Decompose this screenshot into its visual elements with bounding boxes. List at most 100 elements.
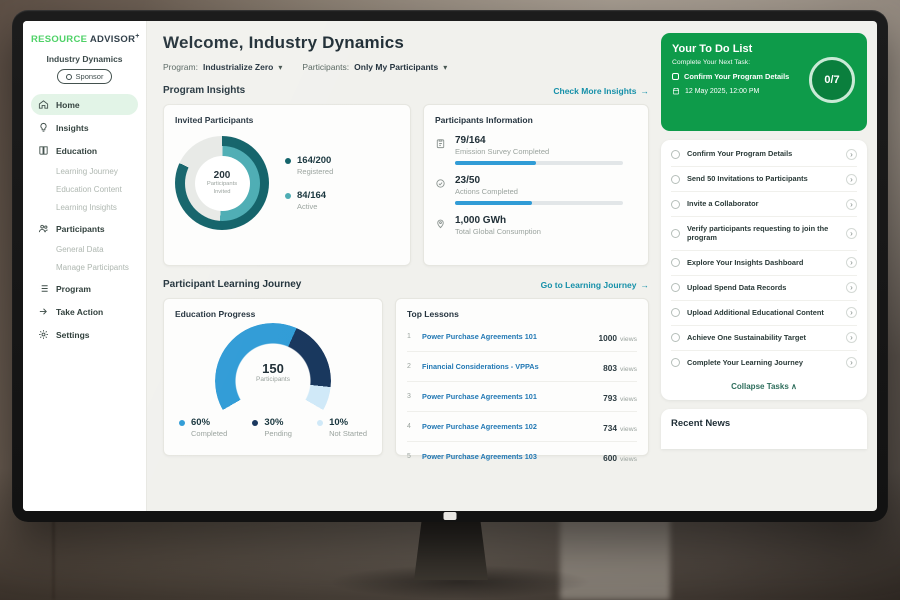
participants-select[interactable]: Participants: Only My Participants ▾ (302, 62, 447, 72)
sidebar-item-program[interactable]: Program (31, 278, 138, 299)
checkbox-icon[interactable] (671, 358, 680, 367)
clipboard-icon (435, 136, 447, 165)
sidebar-item-home[interactable]: Home (31, 94, 138, 115)
legend-item-not-started: 10% Not Started (317, 417, 367, 438)
logo-plus: + (135, 33, 139, 40)
chevron-right-icon[interactable]: › (846, 199, 857, 210)
todo-column: Your To Do List Complete Your Next Task:… (661, 21, 877, 511)
task-label: Verify participants requesting to join t… (687, 224, 839, 244)
task-row[interactable]: Send 50 Invitations to Participants › (671, 167, 857, 192)
filter-bar: Program: Industrialize Zero ▾ Participan… (163, 62, 649, 72)
task-row[interactable]: Achieve One Sustainability Target › (671, 326, 857, 351)
checkbox-icon[interactable] (671, 308, 680, 317)
collapse-tasks-link[interactable]: Collapse Tasks ∧ (671, 375, 857, 396)
invited-donut-chart: 200 Participants Invited (175, 136, 269, 230)
lesson-link[interactable]: Power Purchase Agreements 101 (422, 392, 596, 401)
chevron-right-icon[interactable]: › (846, 307, 857, 318)
lesson-link[interactable]: Power Purchase Agreements 101 (422, 332, 592, 341)
stat-value: 79/164 (455, 135, 637, 146)
chevron-right-icon[interactable]: › (846, 282, 857, 293)
program-select[interactable]: Program: Industrialize Zero ▾ (163, 62, 282, 72)
lesson-row: 4 Power Purchase Agreements 102 734views (407, 412, 637, 442)
todo-progress-ring: 0/7 (809, 57, 855, 103)
lesson-rank: 3 (407, 393, 415, 400)
sidebar-item-learning-insights[interactable]: Learning Insights (31, 199, 138, 216)
top-lessons-card: Top Lessons 1 Power Purchase Agreements … (395, 298, 649, 456)
lesson-views-unit: views (620, 456, 637, 463)
task-row[interactable]: Upload Spend Data Records › (671, 276, 857, 301)
legend-label: Pending (264, 429, 292, 438)
sidebar-item-learning-journey[interactable]: Learning Journey (31, 163, 138, 180)
chevron-right-icon[interactable]: › (846, 257, 857, 268)
task-label: Send 50 Invitations to Participants (687, 174, 839, 184)
task-row[interactable]: Explore Your Insights Dashboard › (671, 251, 857, 276)
link-label: Go to Learning Journey (541, 280, 637, 290)
sidebar-item-label: Settings (56, 330, 90, 340)
checkbox-icon[interactable] (671, 175, 680, 184)
legend-dot (285, 158, 291, 164)
logo-secondary: ADVISOR (90, 34, 135, 45)
sidebar-item-insights[interactable]: Insights (31, 117, 138, 138)
stat-value: 1,000 GWh (455, 215, 637, 226)
sidebar-item-label: Participants (56, 224, 105, 234)
checkbox-icon[interactable] (671, 333, 680, 342)
lesson-views: 803 (603, 363, 617, 373)
lesson-views: 1000 (599, 333, 617, 343)
stat-label: Total Global Consumption (455, 227, 637, 236)
lesson-views: 734 (603, 423, 617, 433)
sidebar-item-education[interactable]: Education (31, 140, 138, 161)
sidebar-item-label: Insights (56, 123, 89, 133)
legend-item-completed: 60% Completed (179, 417, 227, 438)
chevron-right-icon[interactable]: › (846, 174, 857, 185)
participants-value: Only My Participants (354, 62, 438, 72)
go-to-learning-journey-link[interactable]: Go to Learning Journey → (541, 280, 649, 290)
sidebar-item-manage-participants[interactable]: Manage Participants (31, 259, 138, 276)
task-row[interactable]: Complete Your Learning Journey › (671, 351, 857, 375)
task-row[interactable]: Confirm Your Program Details › (671, 142, 857, 167)
task-row[interactable]: Verify participants requesting to join t… (671, 217, 857, 251)
logo-primary: RESOURCE (31, 34, 87, 45)
sidebar-item-participants[interactable]: Participants (31, 218, 138, 239)
task-row[interactable]: Invite a Collaborator › (671, 192, 857, 217)
task-label: Achieve One Sustainability Target (687, 333, 839, 343)
todo-title: Your To Do List (672, 43, 856, 55)
main-content: Welcome, Industry Dynamics Program: Indu… (147, 21, 661, 511)
gear-icon (38, 329, 49, 340)
chevron-right-icon[interactable]: › (846, 149, 857, 160)
task-label: Upload Additional Educational Content (687, 308, 839, 318)
checkbox-icon[interactable] (672, 73, 679, 80)
chevron-right-icon[interactable]: › (846, 357, 857, 368)
chevron-up-icon: ∧ (791, 382, 797, 391)
section-title-program-insights: Program Insights (163, 85, 245, 96)
lesson-link[interactable]: Financial Considerations - VPPAs (422, 362, 596, 371)
progress-bar (455, 201, 623, 205)
lesson-link[interactable]: Power Purchase Agreements 102 (422, 422, 596, 431)
chevron-right-icon[interactable]: › (846, 332, 857, 343)
checkbox-icon[interactable] (671, 258, 680, 267)
lesson-rank: 1 (407, 333, 415, 340)
sidebar-item-settings[interactable]: Settings (31, 324, 138, 345)
chevron-down-icon: ▾ (278, 63, 282, 72)
lesson-row: 1 Power Purchase Agreements 101 1000view… (407, 322, 637, 352)
sidebar-item-education-content[interactable]: Education Content (31, 181, 138, 198)
check-more-insights-link[interactable]: Check More Insights → (553, 86, 649, 96)
lesson-link[interactable]: Power Purchase Agreements 103 (422, 452, 596, 461)
checkbox-icon[interactable] (671, 150, 680, 159)
legend-value: 84/164 (297, 190, 326, 201)
card-title: Participants Information (435, 115, 637, 125)
lesson-views-unit: views (620, 366, 637, 373)
task-row[interactable]: Upload Additional Educational Content › (671, 301, 857, 326)
sidebar-item-general-data[interactable]: General Data (31, 241, 138, 258)
checkbox-icon[interactable] (671, 200, 680, 209)
education-progress-card: Education Progress 150 Participants (163, 298, 383, 456)
sponsor-badge: Sponsor (57, 69, 113, 84)
checkbox-icon[interactable] (671, 229, 680, 238)
chevron-right-icon[interactable]: › (846, 228, 857, 239)
legend-dot (285, 193, 291, 199)
checkbox-icon[interactable] (671, 283, 680, 292)
sidebar-item-take-action[interactable]: Take Action (31, 301, 138, 322)
arrow-right-icon: → (641, 280, 650, 290)
recent-news-title: Recent News (671, 418, 857, 429)
action-arrow-icon (38, 306, 49, 317)
todo-due-label: 12 May 2025, 12:00 PM (685, 88, 759, 95)
